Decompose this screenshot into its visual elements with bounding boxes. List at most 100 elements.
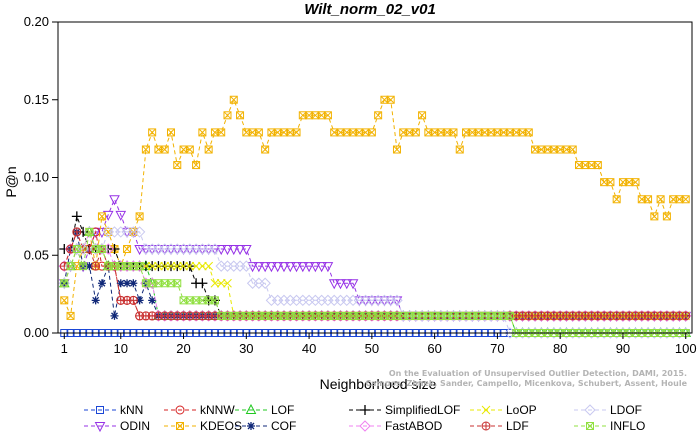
legend-marker-lof <box>245 403 257 414</box>
legend-label-fastabod: FastABOD <box>385 419 443 433</box>
point-kdeos-1 <box>66 311 75 320</box>
legend-item-inflo: INFLO <box>574 419 645 433</box>
legend-label-knnw: kNNW <box>200 403 235 417</box>
point-kdeos-10 <box>123 245 132 254</box>
point-ldof-32 <box>259 277 271 289</box>
point-inflo-56 <box>411 311 420 320</box>
point-inflo-71 <box>505 311 514 320</box>
legend-item-knnw: kNNW <box>164 403 235 417</box>
point-loop-23 <box>204 261 214 271</box>
point-inflo-4 <box>85 227 94 236</box>
point-inflo-35 <box>279 311 288 320</box>
point-inflo-30 <box>248 311 257 320</box>
x-tick-label: 20 <box>176 341 190 356</box>
point-kdeos-54 <box>399 128 408 137</box>
legend-marker-ldof <box>584 404 596 416</box>
point-inflo-49 <box>367 311 376 320</box>
point-inflo-18 <box>173 279 182 288</box>
point-simplifiedlof-22 <box>197 278 208 289</box>
point-inflo-55 <box>405 311 414 320</box>
axes-layer: 1 10 20 30 40 50 60 70 80 90 100 0.00 0.05 0.10 0.15 0.… <box>24 14 697 356</box>
point-odin-38 <box>297 262 309 273</box>
point-inflo-8 <box>110 262 119 271</box>
point-inflo-67 <box>480 311 489 320</box>
point-kdeos-57 <box>418 111 427 120</box>
point-inflo-41 <box>317 311 326 320</box>
point-odin-27 <box>228 245 240 256</box>
point-inflo-62 <box>449 311 458 320</box>
point-kdeos-84 <box>587 161 596 170</box>
point-kdeos-89 <box>618 178 627 187</box>
legend-marker-simplifiedlof <box>360 405 370 415</box>
point-ldf-2 <box>72 227 82 237</box>
point-inflo-69 <box>493 311 502 320</box>
series-layer <box>58 95 692 339</box>
point-inflo-32 <box>261 311 270 320</box>
point-inflo-2 <box>72 245 81 254</box>
point-inflo-0 <box>60 279 69 288</box>
point-kdeos-80 <box>562 145 571 154</box>
point-inflo-17 <box>166 279 175 288</box>
point-kdeos-0 <box>60 296 69 305</box>
point-kdeos-88 <box>612 195 621 204</box>
legend-label-ldof: LDOF <box>610 403 642 417</box>
point-inflo-14 <box>148 279 157 288</box>
point-inflo-39 <box>305 311 314 320</box>
point-kdeos-30 <box>248 128 257 137</box>
legend-marker-loop <box>481 405 491 415</box>
point-kdeos-6 <box>97 212 106 221</box>
legend-item-lof: LOF <box>235 403 294 417</box>
point-inflo-1 <box>66 262 75 271</box>
point-inflo-15 <box>154 279 163 288</box>
point-loop-15 <box>154 261 163 271</box>
legend-label-simplifiedlof: SimplifiedLOF <box>385 403 460 417</box>
point-inflo-29 <box>242 311 251 320</box>
point-kdeos-73 <box>518 128 527 137</box>
point-ldof-12 <box>133 226 146 238</box>
point-kdeos-27 <box>229 95 238 104</box>
point-inflo-10 <box>123 262 132 271</box>
point-odin-32 <box>259 262 271 273</box>
legend-label-loop: LoOP <box>506 403 537 417</box>
point-inflo-16 <box>160 279 169 288</box>
point-odin-43 <box>328 279 340 290</box>
point-inflo-36 <box>286 311 295 320</box>
point-kdeos-66 <box>474 128 483 137</box>
point-kdeos-93 <box>644 195 653 204</box>
point-kdeos-18 <box>173 161 182 170</box>
point-kdeos-95 <box>656 195 665 204</box>
legend-item-cof: COF <box>235 419 296 433</box>
point-kdeos-63 <box>455 145 464 154</box>
x-tick-label: 50 <box>365 341 379 356</box>
point-inflo-45 <box>342 311 351 320</box>
point-inflo-37 <box>292 311 301 320</box>
point-inflo-70 <box>499 311 508 320</box>
point-kdeos-97 <box>669 195 678 204</box>
point-inflo-68 <box>487 311 496 320</box>
point-kdeos-64 <box>462 128 471 137</box>
point-kdeos-98 <box>675 195 684 204</box>
point-kdeos-44 <box>336 128 345 137</box>
point-inflo-5 <box>91 245 100 254</box>
legend-item-odin: ODIN <box>84 419 150 433</box>
point-inflo-44 <box>336 311 345 320</box>
point-kdeos-35 <box>279 128 288 137</box>
point-odin-36 <box>284 262 296 273</box>
point-kdeos-78 <box>549 145 558 154</box>
point-kdeos-25 <box>217 128 226 137</box>
point-odin-46 <box>347 279 359 290</box>
point-kdeos-39 <box>305 111 314 120</box>
point-odin-42 <box>322 262 334 273</box>
point-inflo-7 <box>104 262 113 271</box>
point-kdeos-62 <box>449 128 458 137</box>
point-loop-24 <box>210 278 220 288</box>
point-ldf-5 <box>91 261 101 271</box>
legend-label-cof: COF <box>271 419 296 433</box>
point-inflo-51 <box>380 311 389 320</box>
point-loop-17 <box>166 261 176 271</box>
y-tick-label: 0.05 <box>24 247 49 262</box>
point-odin-45 <box>341 279 353 290</box>
point-loop-26 <box>223 278 232 288</box>
point-kdeos-81 <box>568 145 577 154</box>
legend-marker-inflo <box>586 422 594 430</box>
